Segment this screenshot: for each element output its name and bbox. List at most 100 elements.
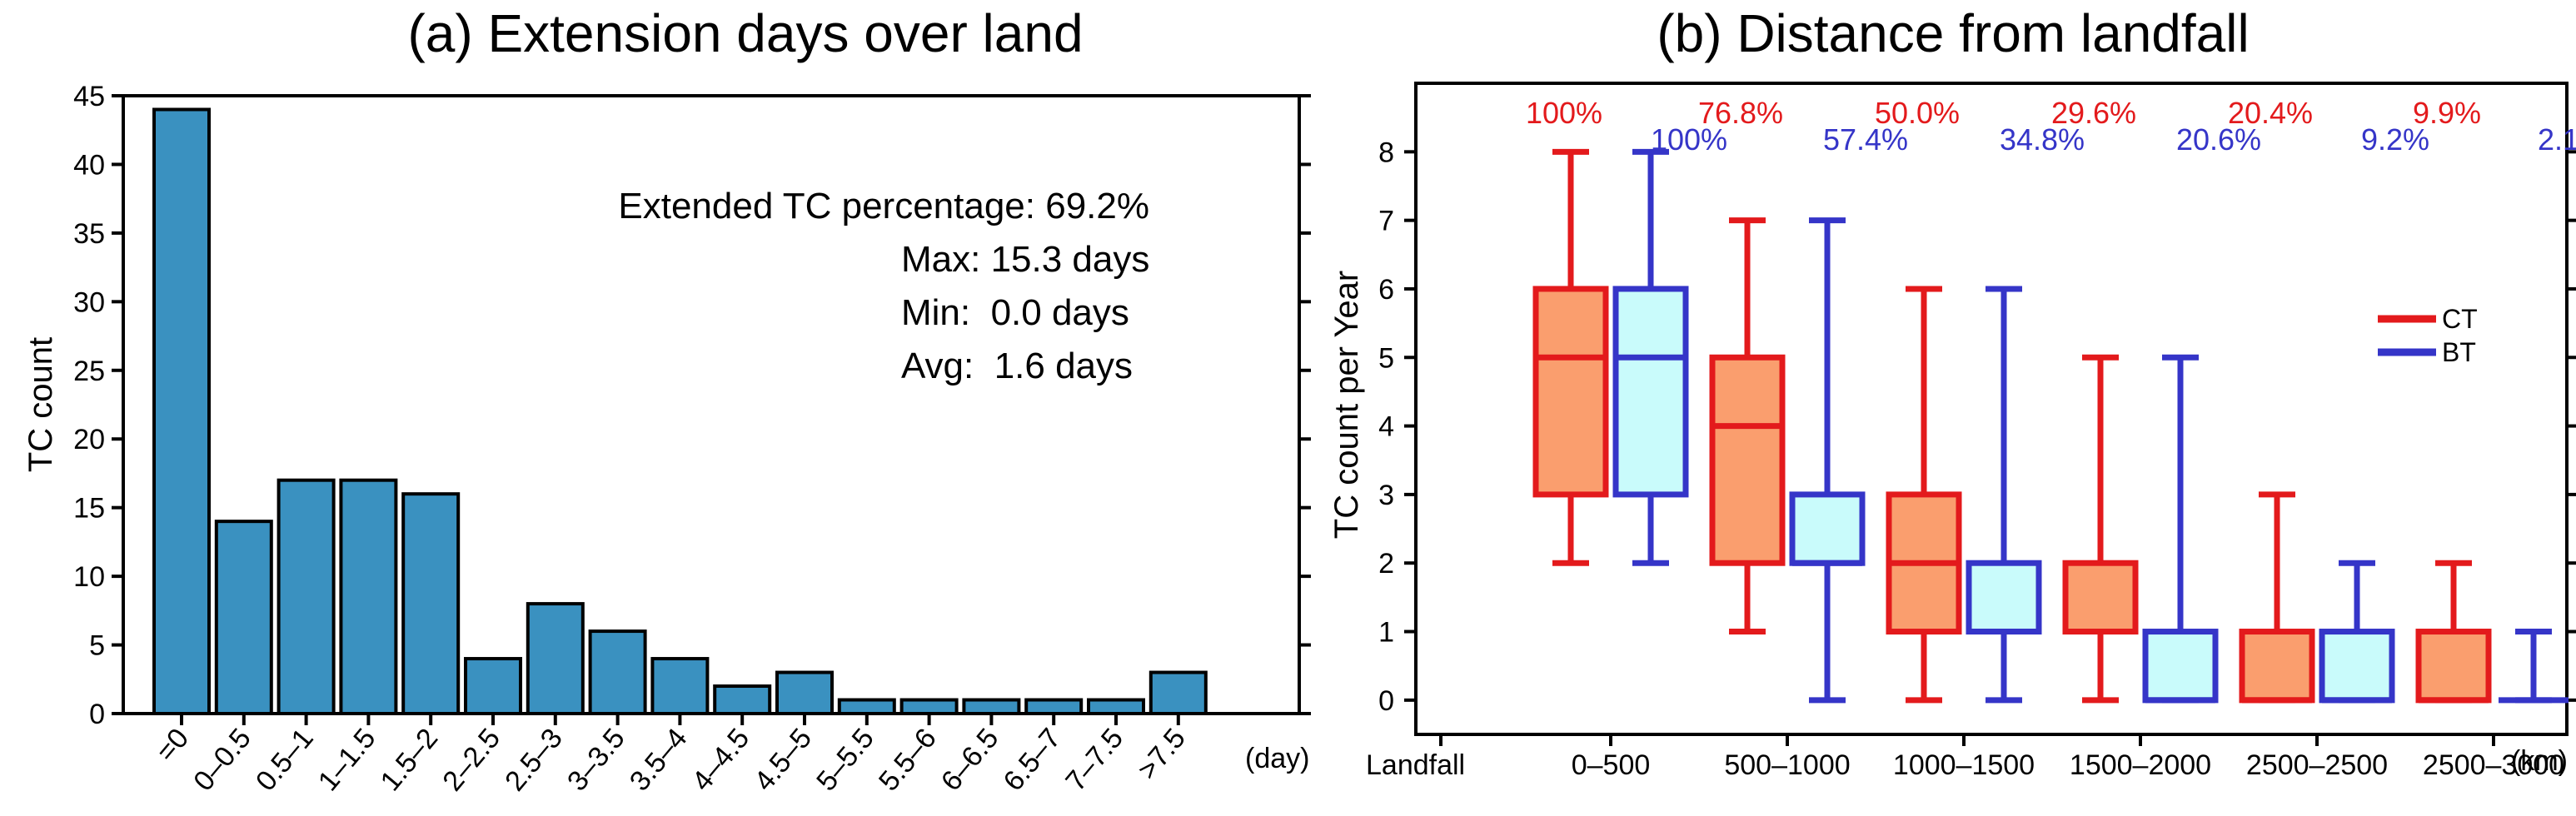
panel-a-x-ticks: =00–0.50.5–11–1.51.5–22–2.52.5–33–3.53.5… (150, 714, 1192, 797)
panel-a-bar (1087, 698, 1145, 715)
panel-a-bar (152, 107, 211, 715)
panel-a-xtick-label: =0 (150, 723, 195, 768)
panel-a-xtick-label: 4.5–5 (748, 723, 818, 798)
panel-b-percent-label: 34.8% (2000, 122, 2085, 157)
panel-b-ytick-label: 3 (1378, 480, 1394, 511)
panel-b-percent-label: 2.1% (2538, 122, 2576, 157)
panel-b-legend-label: BT (2442, 337, 2476, 367)
panel-b-box (2062, 560, 2139, 635)
panel-b-y-axis: 0 1 2 3 4 5 6 7 8 (1378, 137, 2576, 717)
panel-a-xtick-label: 5.5–6 (873, 723, 943, 798)
panel-b-xtick-label: 1500–2000 (2070, 749, 2211, 781)
panel-b-plot-frame (1414, 82, 2569, 736)
panel-a-y-axis: 0 5 10 15 20 25 30 35 40 45 (73, 81, 1311, 730)
panel-a-bar (339, 478, 398, 715)
panel-b-xtick-label: 2500–2500 (2246, 749, 2388, 781)
panel-b-box (2142, 629, 2219, 704)
panel-b-percent-labels: 100% 76.8% 50.0% 29.6% 20.4% 9.9%100% 57.4% 34.… (1526, 96, 2576, 157)
panel-a-bar (214, 520, 273, 716)
panel-a-xtick-label: 1.5–2 (375, 723, 445, 798)
panel-b-boxes (1532, 148, 2569, 704)
panel-b-xtick-label: 1000–1500 (1893, 749, 2035, 781)
panel-a-bar (1024, 698, 1084, 715)
panel-a-annotation-percentage: Extended TC percentage: 69.2% (618, 186, 1149, 226)
panel-a-bar (464, 657, 522, 715)
panel-b-box (2415, 629, 2492, 704)
panel-b-percent-label: 50.0% (1875, 96, 1960, 130)
panel-a-ytick-label: 40 (73, 149, 105, 181)
panel-a-ylabel: TC count (22, 337, 59, 472)
panel-b-xtick-label: 0–500 (1572, 749, 1651, 781)
panel-a-bar (277, 478, 336, 715)
panel-b-ytick-label: 1 (1378, 617, 1394, 649)
panel-a-annotation-min: Min: 0.0 days (901, 292, 1129, 333)
panel-a-annotation-max: Max: 15.3 days (901, 239, 1149, 280)
panel-b-ytick-label: 8 (1378, 137, 1394, 168)
panel-a-xtick-label: 2–2.5 (436, 723, 506, 798)
panel-b-percent-label: 20.6% (2176, 122, 2261, 157)
panel-a-xtick-label: 6.5–7 (998, 723, 1068, 798)
panel-a-ytick-label: 0 (89, 699, 105, 730)
panel-a-bar (1148, 670, 1208, 715)
panel-b-percent-label: 76.8% (1698, 96, 1783, 130)
panel-b-ytick-label: 7 (1378, 206, 1394, 237)
panel-a-xtick-label: 3.5–4 (624, 723, 694, 798)
panel-b-box (1966, 560, 2042, 635)
panel-a-xtick-label: 1–1.5 (312, 723, 382, 798)
panel-a-title: (a) Extension days over land (407, 3, 1083, 63)
panel-a-ytick-label: 15 (73, 493, 105, 525)
panel-a-bar (713, 684, 772, 715)
panel-a-plot-frame (122, 94, 1301, 715)
panel-b-box (2239, 629, 2315, 704)
panel-a-xtick-label: 3–3.5 (561, 723, 631, 798)
panel-a-xtick-label: 0.5–1 (250, 723, 320, 798)
panel-b-percent-label: 20.4% (2228, 96, 2313, 130)
panel-a-annotations: Extended TC percentage: 69.2% Max: 15.3 … (618, 186, 1149, 386)
panel-a-xtick-label: 5–5.5 (810, 723, 880, 798)
panel-a-annotation-avg: Avg: 1.6 days (901, 346, 1133, 386)
panel-a-ytick-label: 35 (73, 218, 105, 250)
panel-b-box (1709, 354, 1786, 566)
panel-b-ytick-label: 0 (1378, 685, 1394, 717)
panel-a-xtick-label: >7.5 (1132, 723, 1192, 786)
panel-b-xtick-label: Landfall (1366, 749, 1465, 781)
panel-b-ytick-label: 4 (1378, 411, 1394, 443)
panel-a-ytick-label: 20 (73, 424, 105, 455)
panel-a-bar (962, 698, 1021, 715)
panel-b-percent-label: 100% (1651, 122, 1727, 157)
panel-b-box (1532, 286, 1609, 498)
panel-b: (b) Distance from landfall 0 1 2 3 4 5 6 7 8 100… (1328, 3, 2576, 781)
panel-b-x-ticks: Landfall 0–500 500–1000 1000–1500 1500–2000 2… (1366, 734, 2564, 781)
panel-b-ylabel: TC count per Year (1328, 271, 1365, 539)
panel-b-ytick-label: 2 (1378, 548, 1394, 580)
panel-a-ytick-label: 5 (89, 630, 105, 662)
panel-a: (a) Extension days over land 0 5 10 15 20 25 3… (22, 3, 1311, 797)
panel-b-xtick-label: 2500–3000 (2423, 749, 2564, 781)
panel-a-bar (588, 629, 647, 715)
panel-b-title: (b) Distance from landfall (1657, 3, 2249, 63)
panel-a-bar (401, 492, 461, 716)
panel-b-ytick-label: 6 (1378, 274, 1394, 306)
panel-a-xtick-label: 6–6.5 (935, 723, 1005, 798)
panel-b-box (1789, 491, 1866, 566)
panel-a-bar (775, 670, 834, 715)
panel-a-bar (650, 657, 710, 715)
panel-b-xtick-label: 500–1000 (1724, 749, 1850, 781)
panel-a-bar (899, 698, 959, 715)
panel-b-percent-label: 9.9% (2413, 96, 2481, 130)
panel-b-xlabel: (km) (2511, 745, 2568, 777)
panel-a-bar (837, 698, 896, 715)
panel-b-percent-label: 100% (1526, 96, 1602, 130)
panel-a-xtick-label: 0–0.5 (187, 723, 257, 798)
panel-b-percent-label: 57.4% (1823, 122, 1908, 157)
panel-b-box (1612, 286, 1689, 498)
panel-b-percent-label: 29.6% (2051, 96, 2136, 130)
panel-a-xtick-label: 4–4.5 (686, 723, 756, 798)
panel-b-legend-label: CT (2442, 304, 2478, 334)
panel-b-box (2319, 629, 2395, 704)
panel-a-xtick-label: 7–7.5 (1059, 723, 1129, 798)
panel-a-ytick-label: 10 (73, 561, 105, 593)
panel-b-percent-label: 9.2% (2361, 122, 2429, 157)
